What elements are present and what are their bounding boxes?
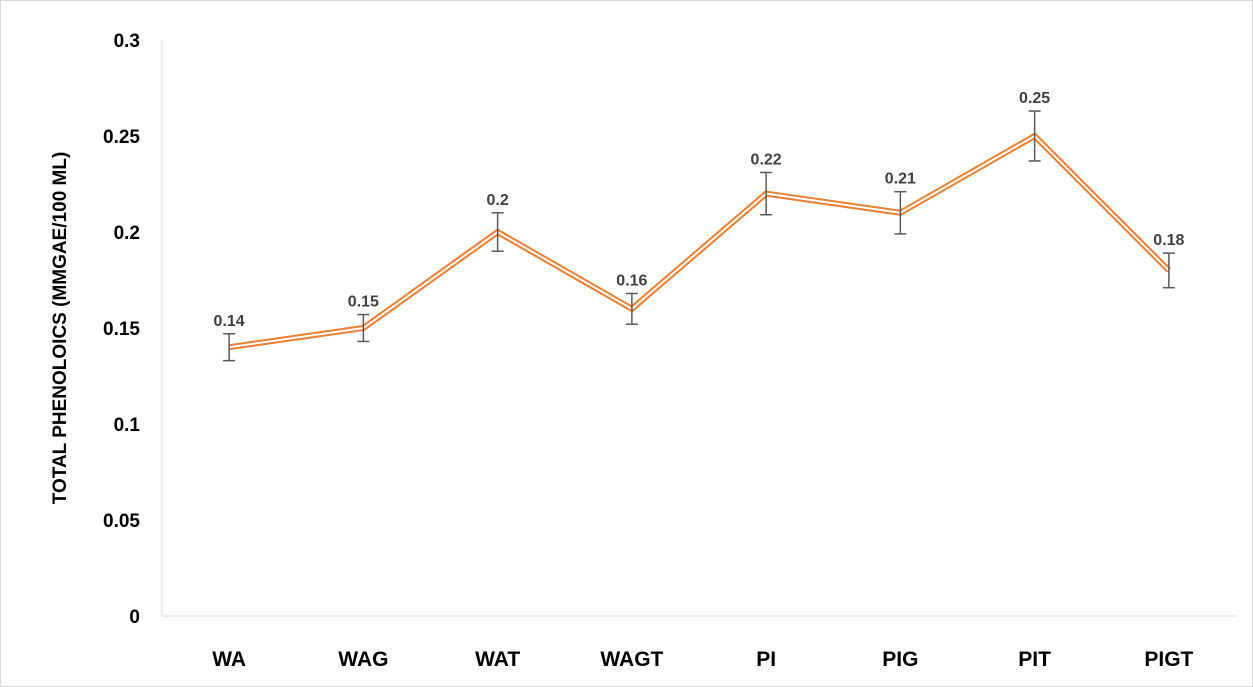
y-tick-label: 0.25 xyxy=(103,127,140,148)
data-label: 0.14 xyxy=(214,313,245,330)
y-tick-label: 0.15 xyxy=(103,319,140,340)
data-label: 0.18 xyxy=(1153,232,1184,249)
series-line xyxy=(228,132,1171,351)
x-tick-label: PIG xyxy=(882,648,918,671)
x-tick-label: WA xyxy=(212,648,246,671)
data-label: 0.21 xyxy=(885,171,916,188)
y-tick-label: 0.3 xyxy=(114,31,140,52)
data-label: 0.15 xyxy=(348,294,379,311)
series-line-core xyxy=(228,134,1170,349)
y-tick-label: 0.2 xyxy=(114,223,140,244)
x-tick-label: WAG xyxy=(338,648,388,671)
x-tick-label: PI xyxy=(756,648,776,671)
y-tick-label: 0 xyxy=(129,607,140,628)
x-tick-label: PIT xyxy=(1018,648,1051,671)
x-tick-label: WAT xyxy=(475,648,520,671)
data-label: 0.16 xyxy=(616,272,647,289)
y-axis-label: TOTAL PHENOLOICS (MMGAE/100 ML) xyxy=(50,152,71,505)
data-label: 0.25 xyxy=(1019,90,1050,107)
x-tick-label: PIGT xyxy=(1144,648,1193,671)
x-tick-label: WAGT xyxy=(600,648,663,671)
data-label: 0.22 xyxy=(751,151,782,168)
data-label: 0.2 xyxy=(487,192,509,209)
y-tick-label: 0.1 xyxy=(114,415,141,436)
y-tick-label: 0.05 xyxy=(103,511,140,532)
